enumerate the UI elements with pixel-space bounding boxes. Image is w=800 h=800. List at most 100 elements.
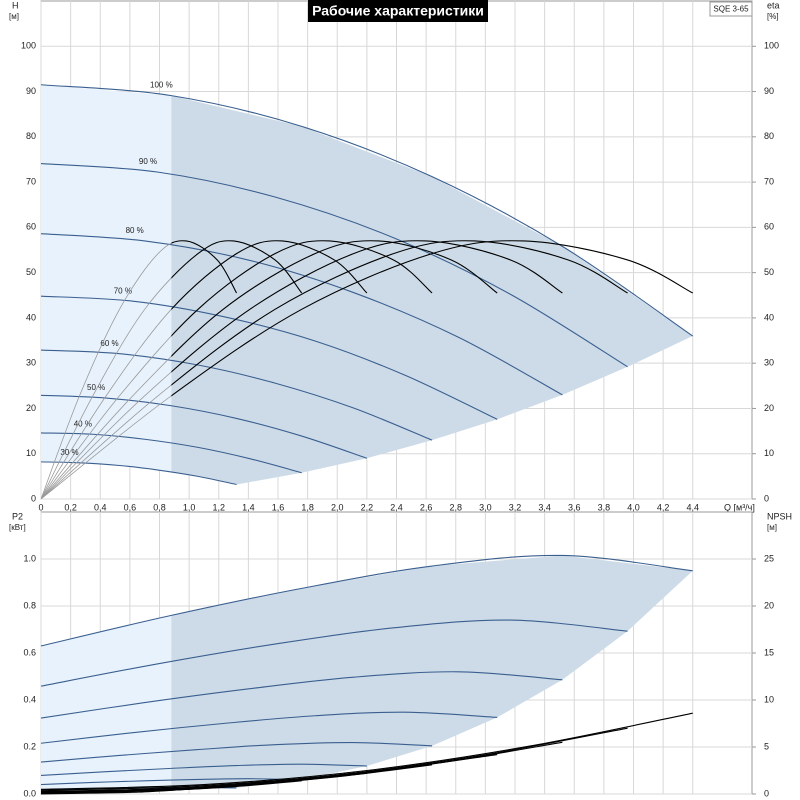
y-tick-label: 0.4 [23, 694, 36, 704]
y-tick-label: 90 [26, 86, 36, 96]
curve [40, 394, 368, 459]
x-tick-label: 3,4 [538, 502, 551, 512]
y-tick-label: 80 [26, 131, 36, 141]
y-axis-label: H [12, 0, 19, 10]
curve [40, 671, 563, 719]
curve [40, 84, 694, 337]
x-tick-label: 1,8 [301, 502, 314, 512]
operating-region [171, 95, 693, 485]
curve [40, 349, 433, 441]
curve [171, 240, 498, 357]
curve-label: 80 % [126, 226, 144, 235]
curve-label: 70 % [114, 286, 132, 295]
curve [40, 711, 498, 744]
y-tick-label: 0 [31, 493, 36, 503]
model-box [709, 1, 753, 17]
y2-tick-label: 100 [764, 41, 779, 51]
y-tick-label: 70 [26, 176, 36, 186]
y-axis-unit: [кВт] [9, 523, 26, 532]
y-tick-label: 20 [26, 403, 36, 413]
x-tick-label: 4,0 [627, 502, 640, 512]
chart-title: Рабочие характеристики [312, 3, 484, 19]
y2-tick-label: 10 [764, 448, 774, 458]
curve [40, 432, 302, 474]
x-tick-label: 3,0 [479, 502, 492, 512]
x-tick-label: 0,6 [124, 502, 137, 512]
x-tick-label: 2,8 [449, 502, 462, 512]
curve [171, 240, 563, 373]
y-tick-label: 30 [26, 358, 36, 368]
x-tick-label: 1,2 [212, 502, 225, 512]
y-tick-label: 0.8 [23, 600, 36, 610]
y2-tick-label: 70 [764, 176, 774, 186]
curve [171, 240, 693, 397]
y2-axis-label: eta [767, 0, 780, 10]
y2-tick-label: 20 [764, 403, 774, 413]
curve-low [41, 277, 172, 499]
curve-low [41, 355, 172, 499]
y-tick-label: 100 [21, 41, 36, 51]
y2-tick-label: 40 [764, 312, 774, 322]
curve-low [41, 335, 172, 499]
x-tick-label: 0,4 [94, 502, 107, 512]
curve-label: 40 % [74, 419, 92, 428]
x-tick-label: 0 [38, 502, 43, 512]
curve [40, 785, 237, 795]
x-tick-label: 0,8 [153, 502, 166, 512]
x-axis-label: Q [м³/ч] [724, 502, 755, 512]
y2-tick-label: 10 [764, 694, 774, 704]
curve [171, 240, 238, 294]
y-tick-label: 50 [26, 267, 36, 277]
x-tick-label: 1,4 [242, 502, 255, 512]
operating-region-low [41, 615, 172, 791]
y2-axis-unit: [м] [767, 523, 777, 532]
y2-tick-label: 0 [764, 788, 769, 798]
y2-tick-label: 20 [764, 600, 774, 610]
y2-axis-label: NPSH [767, 511, 792, 521]
y2-tick-label: 25 [764, 553, 774, 563]
y-tick-label: 0.0 [23, 788, 36, 798]
x-tick-label: 3,6 [568, 502, 581, 512]
curve-low [41, 308, 172, 499]
x-tick-label: 2,0 [331, 502, 344, 512]
y-tick-label: 0.6 [23, 647, 36, 657]
curve [40, 461, 237, 486]
curve-low [41, 395, 172, 499]
x-tick-label: 2,6 [420, 502, 433, 512]
curve-label: 100 % [150, 81, 173, 90]
y-tick-label: 40 [26, 312, 36, 322]
curve [40, 619, 628, 687]
curve [40, 162, 628, 368]
curve [40, 554, 693, 647]
x-tick-label: 1,0 [183, 502, 196, 512]
x-tick-label: 4,4 [686, 502, 699, 512]
y2-tick-label: 0 [764, 493, 769, 503]
curve [40, 763, 367, 776]
x-tick-label: 1,6 [272, 502, 285, 512]
y-tick-label: 10 [26, 448, 36, 458]
operating-region-low [41, 84, 172, 473]
x-tick-label: 2,2 [361, 502, 374, 512]
curve-label: 50 % [87, 383, 105, 392]
y-tick-label: 0.2 [23, 741, 36, 751]
curve [171, 240, 433, 337]
curve [171, 240, 303, 294]
curve [40, 741, 433, 763]
x-tick-label: 3,2 [509, 502, 522, 512]
title-box [308, 0, 488, 22]
y-tick-label: 60 [26, 222, 36, 232]
curve [40, 233, 563, 396]
curve [40, 712, 693, 790]
curve-low [41, 384, 172, 499]
y-axis-label: P2 [12, 511, 23, 521]
y2-tick-label: 30 [764, 358, 774, 368]
y2-tick-label: 5 [764, 741, 769, 751]
curve-label: 90 % [139, 157, 157, 166]
x-tick-label: 0,2 [64, 502, 77, 512]
x-tick-label: 2,4 [390, 502, 403, 512]
model-label: SQE 3-65 [713, 5, 749, 14]
y-axis-unit: [м] [9, 12, 19, 21]
y2-tick-label: 15 [764, 647, 774, 657]
y-tick-label: 1.0 [23, 553, 36, 563]
curve-low [41, 242, 172, 499]
